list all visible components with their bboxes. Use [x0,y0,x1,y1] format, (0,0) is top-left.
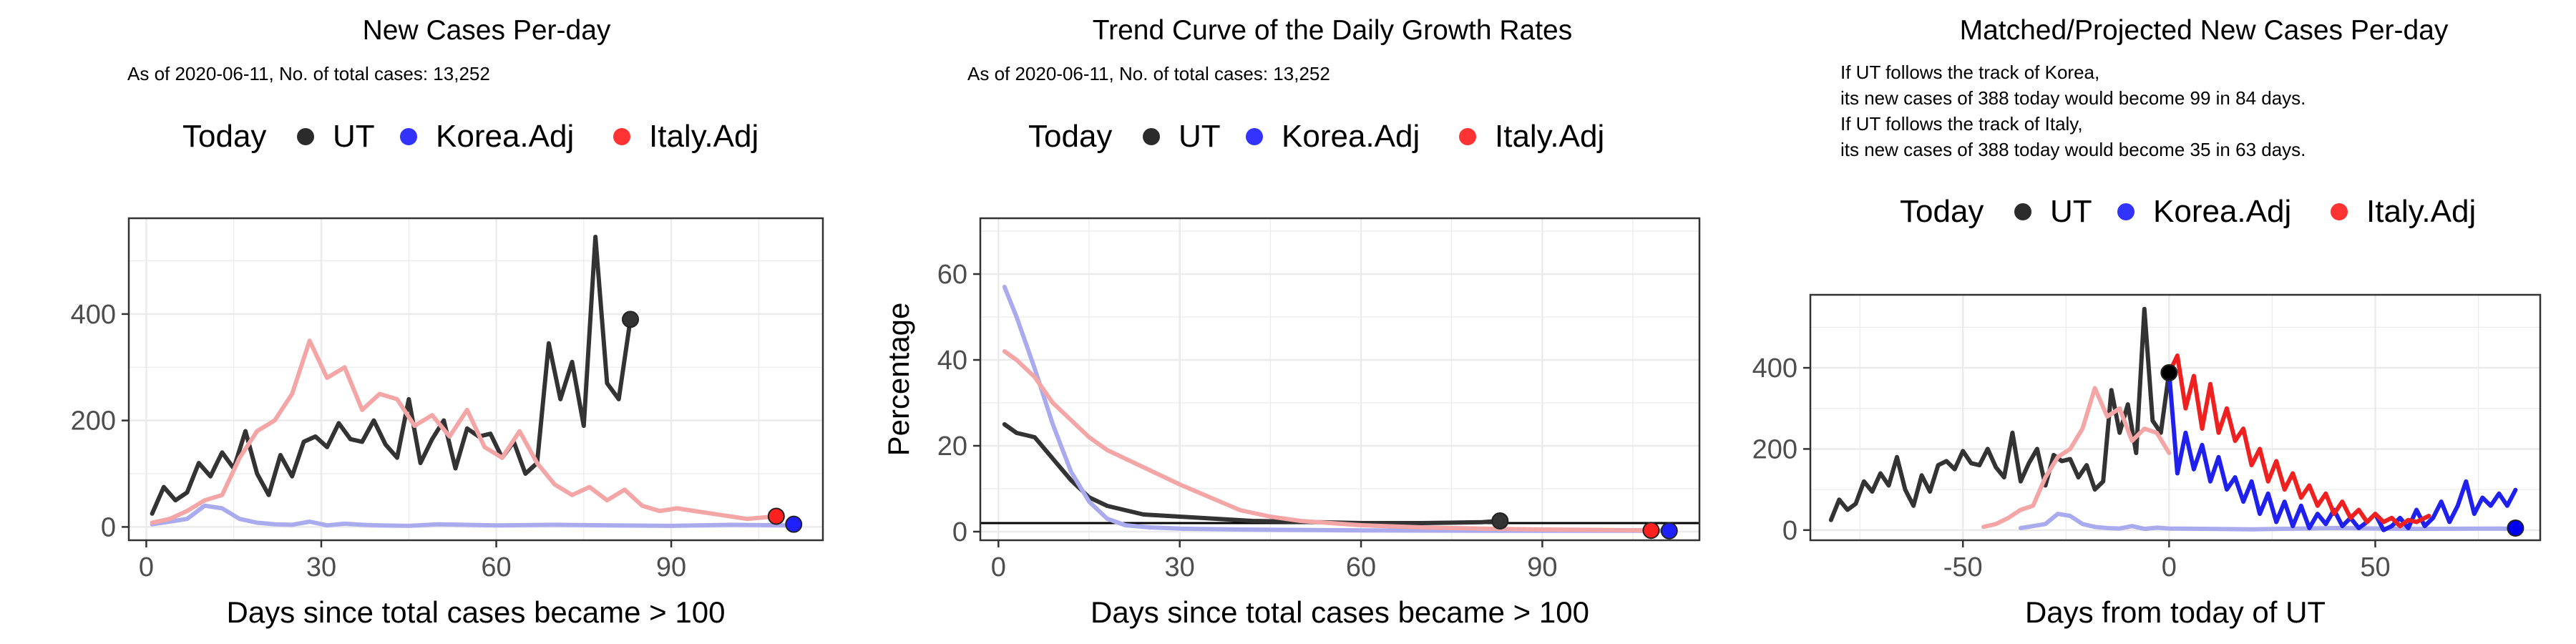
series-line-italy-adj [1002,349,1654,533]
x-tick-label: 60 [481,552,511,582]
y-tick-label: 0 [101,512,116,542]
chart-subtitle-line: its new cases of 388 today would become … [1840,139,2306,160]
legend-key-ut [2014,203,2031,220]
y-tick-label: 20 [937,431,967,462]
y-tick-label: 60 [937,260,967,290]
legend-key-italy-adj [1459,128,1476,145]
chart-title: Trend Curve of the Daily Growth Rates [1093,15,1572,46]
legend-key-korea-adj [400,128,417,145]
series-lines [1828,306,2518,532]
legend: Today UT Korea.Adj Italy.Adj [1028,119,1604,154]
panel-border [127,217,824,542]
chart-panel-3: Matched/Projected New Cases Per-day If UT… [1752,15,2542,629]
series-lines [1002,285,1672,533]
legend-label: UT [333,119,375,154]
today-point [785,515,803,533]
chart-subtitle: As of 2020-06-11, No. of total cases: 13… [967,63,1330,84]
today-point [1491,512,1509,530]
chart-title: New Cases Per-day [363,15,611,46]
series-line-korea-adj [150,503,791,528]
today-point [1642,522,1660,540]
legend-label: Today [1028,119,1112,154]
legend-key-italy-adj [613,128,630,145]
chart-title: Matched/Projected New Cases Per-day [1960,15,2449,46]
chart-subtitle: As of 2020-06-11, No. of total cases: 13… [127,63,490,84]
legend-label: Italy.Adj [649,119,758,154]
x-tick-label: 90 [1527,552,1557,582]
legend-label: Today [1900,194,1984,229]
chart-panel-1: New Cases Per-day As of 2020-06-11, No. o… [71,15,824,629]
today-point [2160,364,2178,381]
series-line-italy-adj [150,338,779,525]
series-lines [150,235,791,528]
y-tick-label: 200 [1752,434,1797,464]
x-axis-title: Days from today of UT [2025,595,2326,629]
legend-key-ut [1143,128,1160,145]
legend: Today UT Korea.Adj Italy.Adj [182,119,758,154]
x-tick-label: -50 [1943,552,1983,582]
plot-area [980,218,1699,540]
chart-subtitle-line: If UT follows the track of Korea, [1840,62,2099,83]
legend-key-italy-adj [2331,203,2348,220]
x-tick-label: 60 [1346,552,1376,582]
today-point [767,507,785,525]
today-point [622,311,640,328]
series-line-italy-adj [2167,353,2431,529]
y-axis-title: Percentage [882,303,915,457]
series-line-korea-adj [2167,370,2518,532]
legend-label: UT [2050,194,2092,229]
x-tick-label: 0 [2162,552,2177,582]
x-tick-label: 0 [139,552,154,582]
chart-panel-2: Trend Curve of the Daily Growth Rates As … [882,15,1701,629]
series-line-ut [1002,422,1503,525]
panel-border [979,217,1701,542]
legend-label: Korea.Adj [2153,194,2291,229]
series-line-italy-adj [1981,386,2172,530]
axes: 0 30 60 90 0 20 40 60 [937,260,1558,582]
series-line-ut [150,235,633,516]
legend-key-korea-adj [1246,128,1263,145]
series-line-ut [1828,306,2172,522]
legend-label: Korea.Adj [1282,119,1420,154]
y-tick-label: 400 [1752,353,1797,384]
x-tick-label: 0 [991,552,1006,582]
y-tick-label: 0 [1782,516,1797,546]
legend-key-ut [297,128,314,145]
legend-label: Korea.Adj [436,119,574,154]
x-axis-title: Days since total cases became > 100 [227,595,726,629]
today-point [2507,519,2524,537]
y-tick-label: 200 [71,406,116,436]
x-axis-title: Days since total cases became > 100 [1091,595,1589,629]
legend-key-korea-adj [2117,203,2135,220]
series-line-korea-adj [2018,512,2518,532]
chart-subtitle-line: its new cases of 388 today would become … [1840,87,2306,109]
x-tick-label: 30 [306,552,336,582]
axes: -50 0 50 0 200 400 [1752,353,2391,582]
today-point [1660,522,1678,540]
chart-subtitle-line: If UT follows the track of Italy, [1840,113,2083,135]
panel-border [1809,293,2542,542]
legend-label: Italy.Adj [2366,194,2476,229]
x-tick-label: 90 [656,552,686,582]
series-line-korea-adj [1002,285,1672,533]
x-tick-label: 50 [2360,552,2390,582]
legend: Today UT Korea.Adj Italy.Adj [1900,194,2476,229]
legend-label: Italy.Adj [1495,119,1604,154]
legend-label: UT [1179,119,1221,154]
plot-area [1810,295,2540,540]
y-tick-label: 0 [952,517,967,547]
legend-label: Today [182,119,266,154]
x-tick-label: 30 [1165,552,1195,582]
plot-area [129,218,823,540]
axes: 0 30 60 90 0 200 400 [71,300,687,582]
y-tick-label: 400 [71,300,116,330]
y-tick-label: 40 [937,346,967,376]
